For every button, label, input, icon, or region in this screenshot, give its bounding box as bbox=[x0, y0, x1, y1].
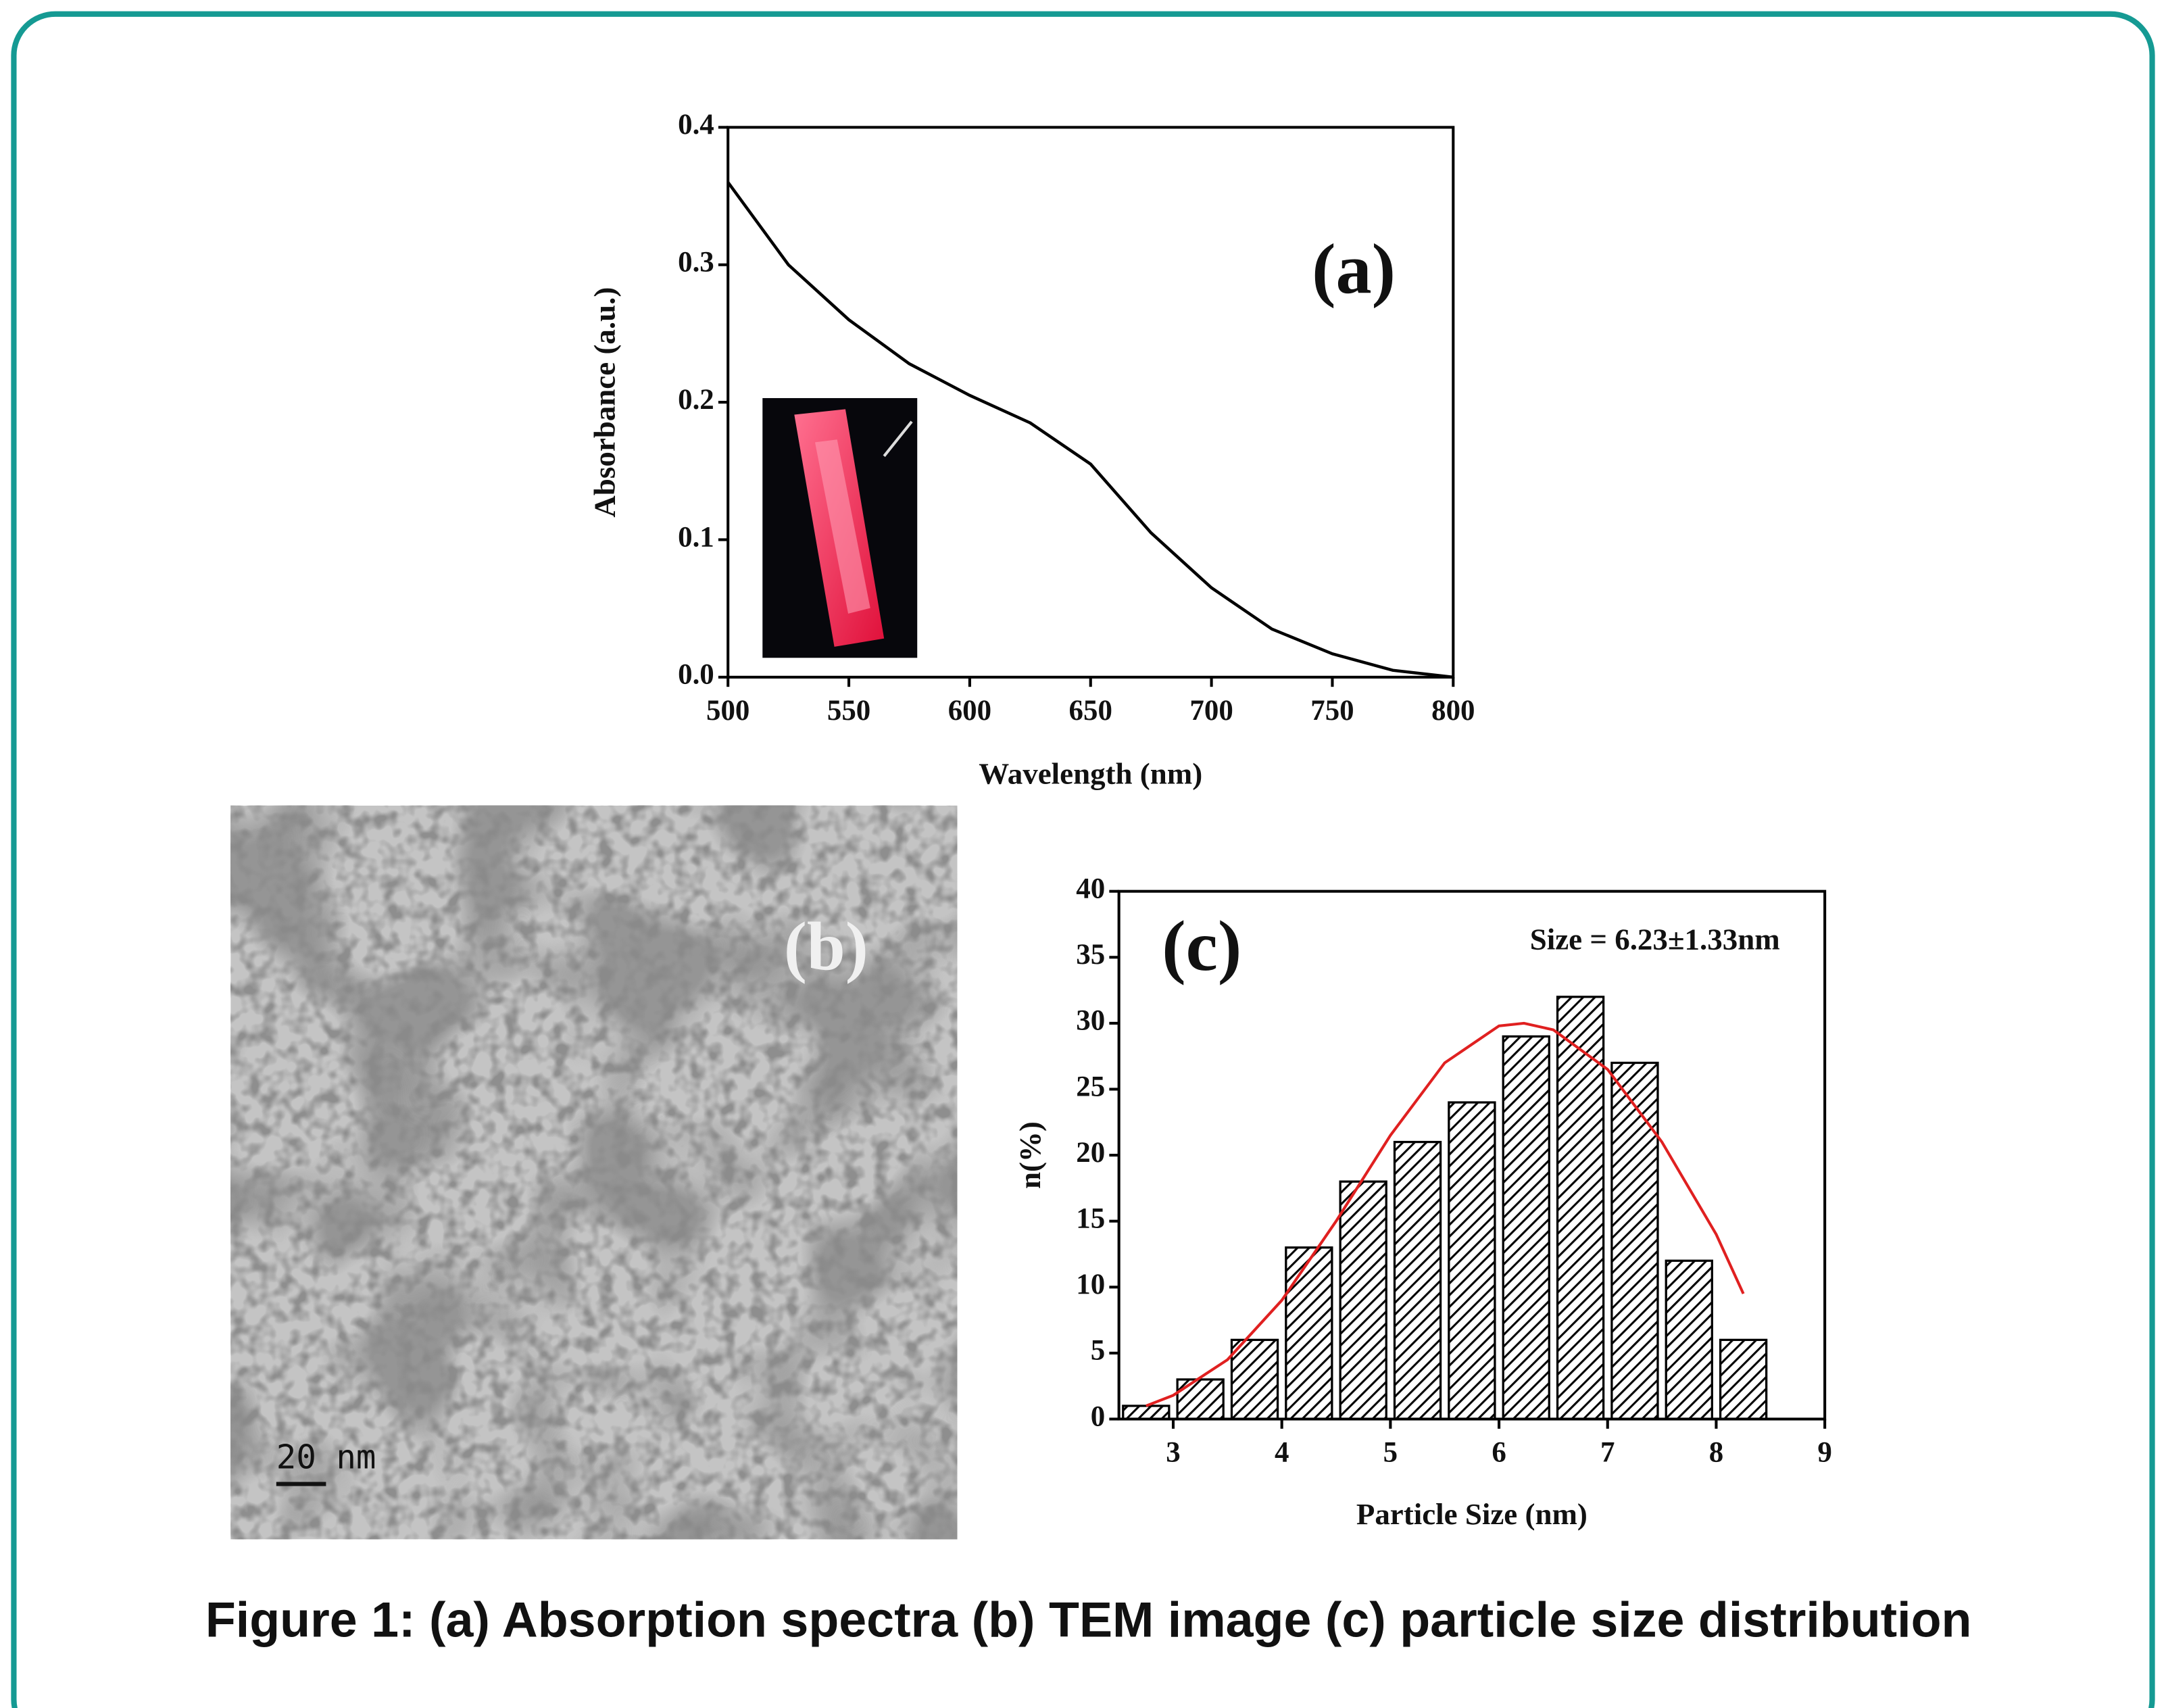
y-tick-label: 35 bbox=[1076, 939, 1105, 971]
histogram-bar bbox=[1448, 1101, 1496, 1421]
x-tick-label: 800 bbox=[1431, 695, 1475, 727]
x-tick-label: 700 bbox=[1189, 695, 1233, 727]
y-tick-label: 0.2 bbox=[678, 384, 714, 416]
y-axis-label: n(%) bbox=[1013, 1121, 1047, 1189]
frame bbox=[11, 11, 2155, 1708]
histogram-bar bbox=[1285, 1246, 1333, 1421]
x-tick-label: 600 bbox=[948, 695, 991, 727]
y-tick-label: 0.0 bbox=[678, 659, 714, 691]
x-tick-label: 5 bbox=[1383, 1436, 1398, 1468]
x-tick-label: 4 bbox=[1275, 1436, 1289, 1468]
y-tick-label: 25 bbox=[1076, 1071, 1105, 1102]
x-tick-label: 9 bbox=[1817, 1436, 1831, 1468]
x-tick-label: 7 bbox=[1600, 1436, 1615, 1468]
y-tick-label: 0.4 bbox=[678, 109, 714, 141]
x-tick-label: 750 bbox=[1310, 695, 1354, 727]
y-tick-label: 20 bbox=[1076, 1137, 1105, 1169]
scale-bar-label: 20 nm bbox=[276, 1437, 376, 1476]
panel-label: (c) bbox=[1162, 906, 1241, 985]
x-axis-label: Wavelength (nm) bbox=[979, 756, 1202, 790]
y-tick-label: 40 bbox=[1076, 873, 1105, 905]
x-axis-label: Particle Size (nm) bbox=[1356, 1497, 1587, 1531]
histogram-bar bbox=[1610, 1061, 1659, 1421]
y-tick-label: 15 bbox=[1076, 1203, 1105, 1235]
y-tick-label: 5 bbox=[1091, 1335, 1105, 1367]
y-tick-label: 0 bbox=[1091, 1400, 1105, 1432]
fit-curve bbox=[1146, 1021, 1745, 1407]
histogram-bar bbox=[1393, 1140, 1442, 1421]
tem-image bbox=[230, 805, 958, 1540]
data-line bbox=[727, 181, 1454, 679]
caption: Figure 1: (a) Absorption spectra (b) TEM… bbox=[205, 1591, 1972, 1647]
x-tick-label: 6 bbox=[1492, 1436, 1506, 1468]
x-tick-label: 500 bbox=[706, 695, 749, 727]
histogram-bar bbox=[1719, 1338, 1768, 1421]
histogram-bar bbox=[1230, 1338, 1279, 1421]
histogram-bar bbox=[1665, 1259, 1713, 1421]
y-tick-label: 0.1 bbox=[678, 521, 714, 553]
x-tick-label: 550 bbox=[827, 695, 870, 727]
histogram-bar bbox=[1122, 1405, 1171, 1421]
y-tick-label: 10 bbox=[1076, 1269, 1105, 1300]
histogram-bar bbox=[1339, 1180, 1387, 1421]
histogram-bar bbox=[1556, 996, 1605, 1421]
subtitle: Size = 6.23±1.33nm bbox=[1530, 923, 1780, 956]
histogram-bar bbox=[1502, 1035, 1550, 1421]
histogram-bar bbox=[1176, 1378, 1225, 1421]
y-tick-label: 0.3 bbox=[678, 247, 714, 278]
x-tick-label: 650 bbox=[1069, 695, 1112, 727]
y-axis-label: Absorbance (a.u.) bbox=[588, 287, 622, 518]
x-tick-label: 8 bbox=[1709, 1436, 1723, 1468]
y-tick-label: 30 bbox=[1076, 1005, 1105, 1037]
x-tick-label: 3 bbox=[1166, 1436, 1180, 1468]
panel-label: (a) bbox=[1312, 228, 1396, 308]
tem-label: (b) bbox=[784, 908, 868, 985]
inset-photo bbox=[762, 397, 918, 658]
